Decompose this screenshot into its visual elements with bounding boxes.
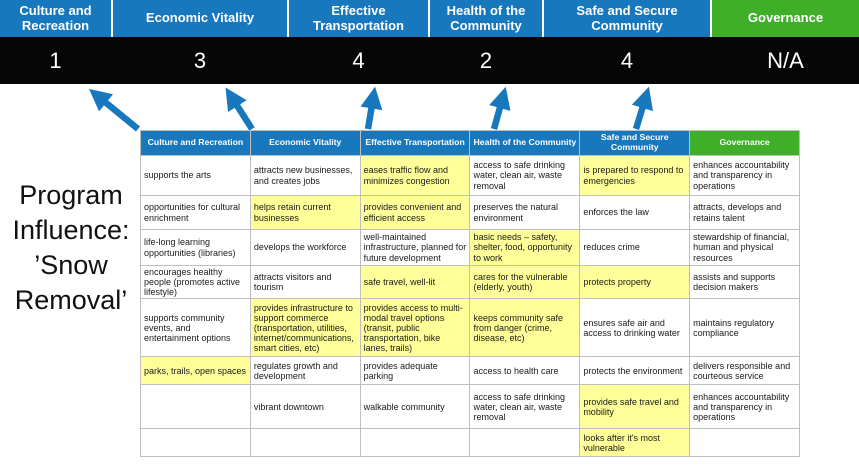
matrix-cell: provides adequate parking bbox=[359, 356, 471, 386]
matrix-row: looks after it's most vulnerable bbox=[140, 428, 800, 458]
matrix-cell: regulates growth and development bbox=[249, 356, 361, 386]
matrix-cell: is prepared to respond to emergencies bbox=[579, 155, 691, 196]
matrix-cell bbox=[249, 428, 361, 458]
matrix-cell: provides infrastructure to support comme… bbox=[249, 298, 361, 358]
matrix-cell: enhances accountability and transparency… bbox=[689, 155, 800, 196]
matrix-cell: preserves the natural environment bbox=[469, 195, 581, 230]
up-arrow-culture bbox=[88, 88, 141, 132]
matrix-header-effective-transportation: Effective Transportation bbox=[359, 130, 471, 156]
matrix-header-safe-and-secure-community: Safe and Secure Community bbox=[579, 130, 691, 156]
matrix-header-economic-vitality: Economic Vitality bbox=[249, 130, 361, 156]
matrix-cell: provides convenient and efficient access bbox=[359, 195, 471, 230]
matrix-cell bbox=[689, 428, 800, 458]
matrix-cell: basic needs – safety, shelter, food, opp… bbox=[469, 229, 581, 266]
matrix-cell: protects property bbox=[579, 264, 691, 300]
matrix-cell: walkable community bbox=[359, 384, 471, 430]
score-economic-vitality: 3 bbox=[193, 47, 207, 73]
matrix-cell: looks after it's most vulnerable bbox=[579, 428, 691, 458]
matrix-cell: develops the workforce bbox=[249, 229, 361, 266]
matrix-cell bbox=[359, 428, 471, 458]
score-governance: N/A bbox=[767, 47, 804, 73]
matrix-cell: reduces crime bbox=[579, 229, 691, 266]
matrix-cell bbox=[140, 428, 251, 458]
score-band: 1 3 4 2 4 N/A bbox=[0, 37, 859, 84]
matrix-cell: attracts, develops and retains talent bbox=[689, 195, 800, 230]
matrix-cell bbox=[140, 384, 251, 430]
top-header-health-of-the-community: Health of the Community bbox=[430, 0, 542, 37]
matrix-row: vibrant downtown walkable community access… bbox=[140, 384, 800, 430]
matrix-cell: access to safe drinking water, clean air… bbox=[469, 384, 581, 430]
matrix-cell: well-maintained infrastructure, planned … bbox=[359, 229, 471, 266]
matrix-cell: supports community events, and entertain… bbox=[140, 298, 251, 358]
matrix-cell: parks, trails, open spaces bbox=[140, 356, 251, 386]
matrix-cell: stewardship of financial, human and phys… bbox=[689, 229, 800, 266]
matrix-cell: delivers responsible and courteous servi… bbox=[689, 356, 800, 386]
matrix-cell: attracts visitors and tourism bbox=[249, 264, 361, 300]
matrix-cell: provides safe travel and mobility bbox=[579, 384, 691, 430]
top-header-culture-and-recreation: Culture and Recreation bbox=[0, 0, 111, 37]
matrix-cell: keeps community safe from danger (crime,… bbox=[469, 298, 581, 358]
matrix-cell: opportunities for cultural enrichment bbox=[140, 195, 251, 230]
matrix-row: supports the arts attracts new businesses… bbox=[140, 155, 800, 196]
matrix-cell: attracts new businesses, and creates job… bbox=[249, 155, 361, 196]
influence-matrix: Culture and Recreation Economic Vitality E… bbox=[140, 130, 800, 458]
top-header-governance: Governance bbox=[712, 0, 859, 37]
matrix-cell: eases traffic flow and minimizes congest… bbox=[359, 155, 471, 196]
up-arrow-economic bbox=[225, 87, 255, 131]
matrix-cell: access to safe drinking water, clean air… bbox=[469, 155, 581, 196]
matrix-row: supports community events, and entertain… bbox=[140, 298, 800, 358]
matrix-row: parks, trails, open spaces regulates grow… bbox=[140, 356, 800, 386]
matrix-cell: vibrant downtown bbox=[249, 384, 361, 430]
matrix-cell: supports the arts bbox=[140, 155, 251, 196]
matrix-cell: safe travel, well-lit bbox=[359, 264, 471, 300]
up-arrow-health bbox=[489, 86, 511, 130]
matrix-cell: protects the environment bbox=[579, 356, 691, 386]
matrix-cell: encourages healthy people (promotes acti… bbox=[140, 264, 251, 300]
matrix-cell: life-long learning opportunities (librar… bbox=[140, 229, 251, 266]
matrix-header-health-of-the-community: Health of the Community bbox=[469, 130, 581, 156]
matrix-header-governance: Governance bbox=[689, 130, 800, 156]
matrix-cell: maintains regulatory compliance bbox=[689, 298, 800, 358]
matrix-cell: provides access to multi-modal travel op… bbox=[359, 298, 471, 358]
matrix-cell: enhances accountability and transparency… bbox=[689, 384, 800, 430]
top-header-band: Culture and Recreation Economic Vitality E… bbox=[0, 0, 859, 37]
top-header-effective-transportation: Effective Transportation bbox=[289, 0, 428, 37]
up-arrow-safe bbox=[631, 86, 654, 130]
top-header-safe-and-secure-community: Safe and Secure Community bbox=[544, 0, 710, 37]
matrix-cell bbox=[469, 428, 581, 458]
matrix-row: life-long learning opportunities (librar… bbox=[140, 229, 800, 266]
score-health-of-the-community: 2 bbox=[479, 47, 493, 73]
influence-arrows bbox=[88, 86, 654, 132]
matrix-cell: cares for the vulnerable (elderly, youth… bbox=[469, 264, 581, 300]
matrix-row: opportunities for cultural enrichment hel… bbox=[140, 195, 800, 230]
matrix-cell: access to health care bbox=[469, 356, 581, 386]
matrix-cell: helps retain current businesses bbox=[249, 195, 361, 230]
matrix-header-culture-and-recreation: Culture and Recreation bbox=[140, 130, 251, 156]
score-safe-and-secure-community: 4 bbox=[620, 47, 634, 73]
up-arrow-transportation bbox=[360, 86, 383, 130]
top-header-economic-vitality: Economic Vitality bbox=[113, 0, 287, 37]
matrix-cell: ensures safe air and access to drinking … bbox=[579, 298, 691, 358]
program-influence-label: Program Influence: ’Snow Removal’ bbox=[12, 180, 130, 316]
score-effective-transportation: 4 bbox=[352, 47, 365, 73]
matrix-cell: enforces the law bbox=[579, 195, 691, 230]
matrix-row: encourages healthy people (promotes acti… bbox=[140, 264, 800, 300]
score-culture-and-recreation: 1 bbox=[49, 47, 62, 73]
matrix-cell: assists and supports decision makers bbox=[689, 264, 800, 300]
